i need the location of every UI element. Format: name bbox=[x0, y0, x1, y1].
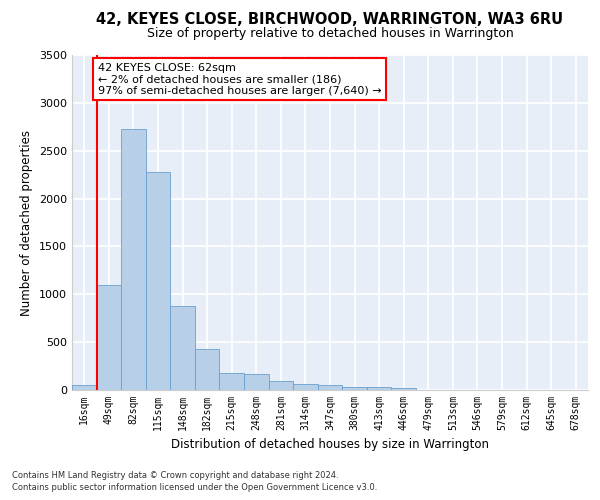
Text: Size of property relative to detached houses in Warrington: Size of property relative to detached ho… bbox=[146, 28, 514, 40]
Bar bbox=[342, 387, 367, 390]
Bar bbox=[170, 306, 195, 390]
Bar bbox=[146, 172, 170, 390]
Bar bbox=[195, 350, 220, 390]
Bar bbox=[269, 382, 293, 390]
Bar bbox=[97, 284, 121, 390]
Y-axis label: Number of detached properties: Number of detached properties bbox=[20, 130, 34, 316]
Bar bbox=[244, 374, 269, 390]
Text: Contains public sector information licensed under the Open Government Licence v3: Contains public sector information licen… bbox=[12, 484, 377, 492]
Text: 42, KEYES CLOSE, BIRCHWOOD, WARRINGTON, WA3 6RU: 42, KEYES CLOSE, BIRCHWOOD, WARRINGTON, … bbox=[97, 12, 563, 28]
Bar bbox=[391, 388, 416, 390]
Bar bbox=[318, 384, 342, 390]
Bar bbox=[367, 388, 391, 390]
Bar bbox=[121, 128, 146, 390]
X-axis label: Distribution of detached houses by size in Warrington: Distribution of detached houses by size … bbox=[171, 438, 489, 452]
Bar bbox=[220, 373, 244, 390]
Bar bbox=[293, 384, 318, 390]
Bar bbox=[72, 384, 97, 390]
Text: Contains HM Land Registry data © Crown copyright and database right 2024.: Contains HM Land Registry data © Crown c… bbox=[12, 471, 338, 480]
Text: 42 KEYES CLOSE: 62sqm
← 2% of detached houses are smaller (186)
97% of semi-deta: 42 KEYES CLOSE: 62sqm ← 2% of detached h… bbox=[98, 62, 382, 96]
